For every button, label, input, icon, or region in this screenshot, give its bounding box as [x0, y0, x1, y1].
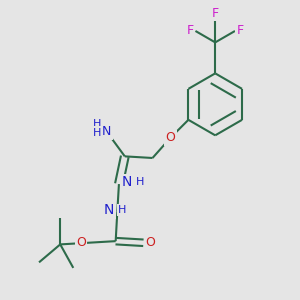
Text: N: N — [122, 176, 132, 189]
Text: F: F — [236, 25, 243, 38]
Text: H: H — [93, 128, 101, 138]
Text: N: N — [102, 125, 112, 138]
Text: O: O — [146, 236, 155, 249]
Text: N: N — [104, 203, 114, 217]
Text: F: F — [212, 7, 219, 20]
Text: O: O — [166, 131, 176, 144]
Text: F: F — [187, 25, 194, 38]
Text: H: H — [93, 119, 101, 129]
Text: H: H — [136, 177, 144, 188]
Text: H: H — [118, 205, 126, 215]
Text: O: O — [76, 236, 86, 249]
